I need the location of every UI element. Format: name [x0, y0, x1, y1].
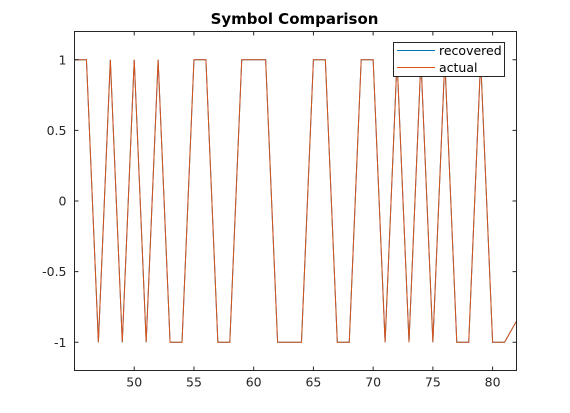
legend-label-recovered: recovered	[439, 43, 502, 58]
x-tick-label: 65	[305, 375, 321, 390]
legend-label-actual: actual	[439, 60, 478, 75]
plot-frame	[74, 31, 517, 371]
y-tick-label: -0.5	[42, 264, 66, 279]
y-tick-label: -1	[54, 335, 66, 350]
series-line-actual	[74, 59, 517, 343]
x-tick-label: 50	[126, 375, 142, 390]
x-tick-label: 75	[425, 375, 441, 390]
legend: recovered actual	[393, 42, 505, 77]
x-tick-label: 55	[186, 375, 202, 390]
x-tick-label: 60	[246, 375, 262, 390]
x-tick-label: 70	[365, 375, 381, 390]
series-line-recovered	[74, 59, 517, 343]
chart-title: Symbol Comparison	[211, 10, 379, 28]
y-tick-label: 1	[59, 52, 67, 67]
x-axis: 50 55 60 65 70 75 80	[126, 31, 501, 390]
legend-box	[393, 42, 505, 77]
plot-lines	[74, 59, 517, 343]
y-tick-label: 0	[59, 194, 67, 209]
y-axis: 1 0.5 0 -0.5 -1	[42, 52, 517, 350]
y-tick-label: 0.5	[47, 123, 67, 138]
x-tick-label: 80	[485, 375, 501, 390]
